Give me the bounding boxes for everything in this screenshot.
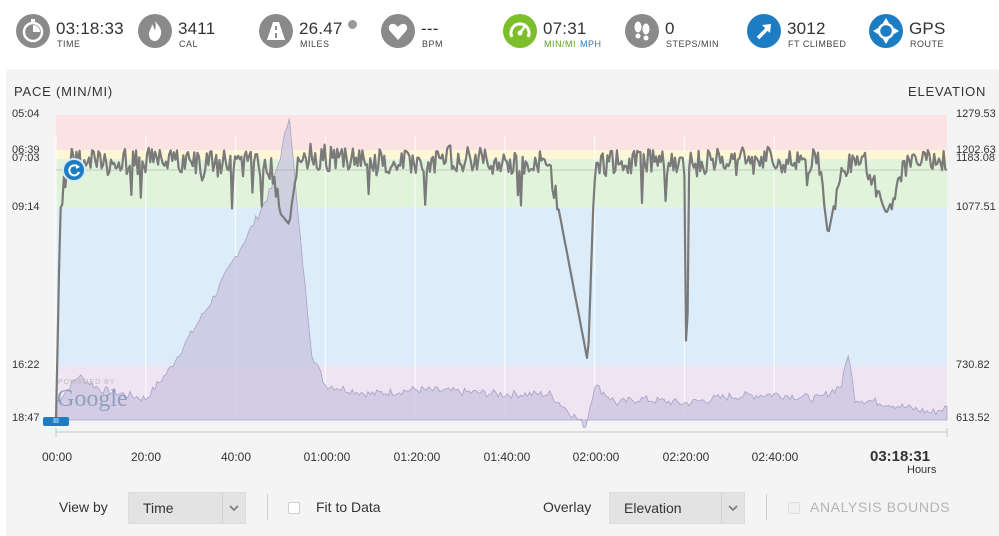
- road-icon: [259, 14, 293, 48]
- footsteps-icon: [625, 14, 659, 48]
- view-by-label: View by: [59, 499, 108, 515]
- google-logo: Google: [57, 386, 128, 412]
- view-by-value: Time: [143, 500, 174, 516]
- gps-target-icon: [869, 14, 903, 48]
- x-tick-label: 00:00: [41, 450, 73, 464]
- plot-area: [56, 115, 947, 420]
- stat-value: GPS: [909, 19, 946, 38]
- watermark-powered: POWERED BY: [58, 379, 116, 386]
- right-tick-label: 1202.63: [956, 144, 996, 156]
- chevron-down-icon: [721, 493, 744, 523]
- divider: [766, 494, 767, 520]
- right-tick-label: 730.82: [956, 359, 990, 371]
- left-tick-label: 06:39: [12, 144, 40, 156]
- left-tick-label: 18:47: [12, 412, 40, 424]
- stat-value: 3411: [178, 19, 216, 38]
- stat-value: ---: [421, 19, 439, 38]
- climb-arrow-icon: [747, 14, 781, 48]
- x-tick-label: 02:00:00: [572, 450, 620, 464]
- stat-value: 0: [665, 19, 675, 38]
- stat-value: 26.47: [299, 19, 343, 38]
- right-axis-title: ELEVATION: [908, 84, 987, 99]
- stat-value: 03:18:33: [56, 19, 124, 38]
- x-tick-label: 20:00: [130, 450, 162, 464]
- stat-unit: FT CLIMBED: [788, 39, 847, 49]
- fit-to-data-checkbox[interactable]: [288, 502, 300, 514]
- left-tick-label: 07:03: [12, 152, 40, 164]
- analysis-bounds-checkbox[interactable]: [788, 502, 800, 514]
- overlay-value: Elevation: [624, 500, 682, 516]
- total-duration-unit: Hours: [907, 464, 937, 476]
- left-tick-label: 05:04: [12, 108, 40, 120]
- stat-unit-alt[interactable]: MPH: [580, 39, 602, 49]
- overlay-label: Overlay: [543, 499, 592, 515]
- fit-to-data-label: Fit to Data: [316, 499, 381, 515]
- left-axis-title: PACE (MIN/MI): [14, 84, 113, 99]
- right-tick-label: 1183.08: [956, 152, 995, 164]
- stat-unit: ROUTE: [910, 39, 944, 49]
- stats-bar: 03:18:33 TIME 3411 CAL 26.47 MILES --- B…: [0, 0, 999, 68]
- stat-unit: BPM: [422, 39, 444, 49]
- edit-pencil-icon[interactable]: [348, 20, 357, 29]
- right-tick-label: 1279.53: [956, 108, 996, 120]
- total-duration: 03:18:31: [870, 448, 931, 465]
- left-tick-label: 16:22: [12, 359, 40, 371]
- analysis-bounds-label: ANALYSIS BOUNDS: [810, 499, 951, 515]
- right-tick-label: 613.52: [956, 412, 990, 424]
- stat-value: 07:31: [543, 19, 587, 38]
- x-tick-label: 02:20:00: [662, 450, 710, 464]
- stat-value: 3012: [787, 19, 826, 38]
- x-tick-label: 01:00:00: [303, 450, 351, 464]
- speedometer-icon: [503, 14, 537, 48]
- divider: [267, 494, 268, 520]
- stat-unit: MILES: [300, 39, 330, 49]
- stat-unit: TIME: [57, 39, 81, 49]
- x-tick-label: 01:20:00: [393, 450, 441, 464]
- heart-icon: [381, 14, 415, 48]
- x-tick-label: 40:00: [220, 450, 252, 464]
- stat-unit: STEPS/MIN: [666, 39, 720, 49]
- left-tick-label: 09:14: [12, 201, 40, 213]
- flame-icon: [138, 14, 172, 48]
- x-tick-label: 02:40:00: [751, 450, 799, 464]
- overlay-select[interactable]: Elevation: [609, 492, 745, 524]
- x-tick-label: 01:40:00: [483, 450, 531, 464]
- right-tick-label: 1077.51: [956, 201, 996, 213]
- view-by-select[interactable]: Time: [128, 492, 246, 524]
- stat-unit: CAL: [179, 39, 199, 49]
- current-position-marker[interactable]: [62, 158, 86, 182]
- chevron-down-icon: [222, 493, 245, 523]
- stopwatch-icon: [16, 14, 50, 48]
- range-slider-handle[interactable]: III: [43, 417, 69, 426]
- stat-unit-active[interactable]: MIN/MI: [544, 39, 576, 49]
- refresh-icon: [68, 164, 80, 177]
